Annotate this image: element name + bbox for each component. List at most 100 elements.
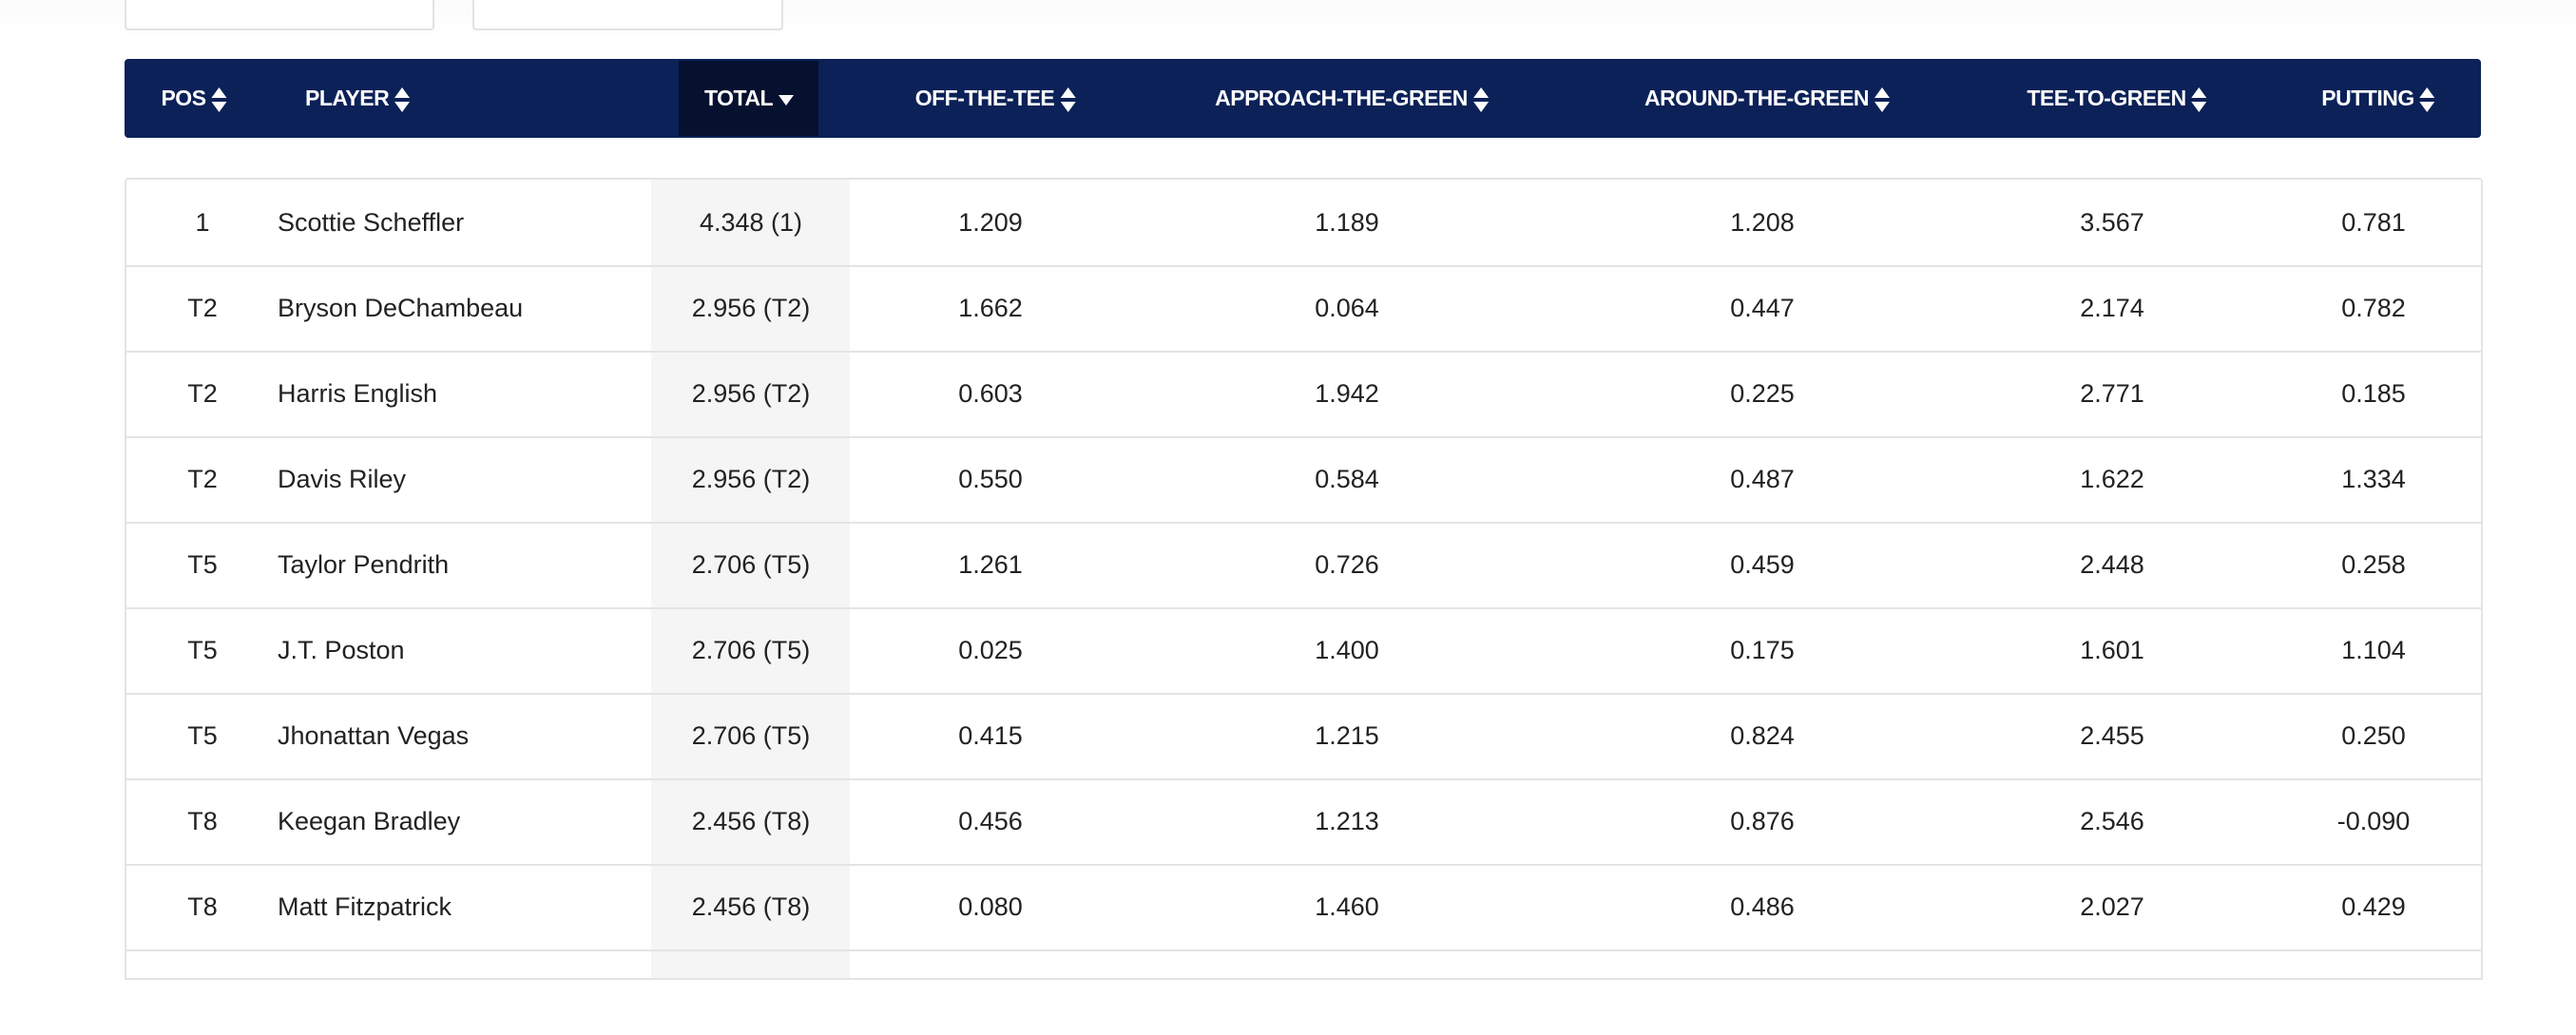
filter-bar bbox=[0, 0, 2576, 38]
putting-cell: 0.258 bbox=[2341, 550, 2406, 579]
approach-cell: 0.584 bbox=[1315, 465, 1379, 493]
header-label: TEE-TO-GREEN bbox=[2027, 86, 2186, 110]
putting-cell: 1.104 bbox=[2341, 636, 2406, 664]
approach-cell: 1.942 bbox=[1315, 379, 1379, 408]
table-row-partial bbox=[126, 949, 2481, 1035]
position-cell: T2 bbox=[187, 465, 218, 493]
position-cell: T8 bbox=[187, 892, 218, 921]
around-green-cell: 0.175 bbox=[1730, 636, 1795, 664]
player-name-cell[interactable]: Davis Riley bbox=[278, 465, 407, 493]
table-row[interactable]: T5 Taylor Pendrith 2.706 (T5) 1.261 0.726 0.4… bbox=[126, 522, 2481, 609]
approach-cell: 0.726 bbox=[1315, 550, 1379, 579]
around-green-cell: 0.447 bbox=[1730, 294, 1795, 322]
table-row[interactable]: T8 Matt Fitzpatrick 2.456 (T8) 0.080 1.460 0.… bbox=[126, 864, 2481, 951]
table-row[interactable]: 1 Scottie Scheffler 4.348 (1) 1.209 1.189 1.2… bbox=[126, 180, 2481, 267]
total-cell: 2.706 (T5) bbox=[691, 721, 811, 750]
player-name-cell[interactable]: Bryson DeChambeau bbox=[278, 294, 524, 322]
header-label: PUTTING bbox=[2321, 86, 2414, 110]
off-the-tee-cell: 0.456 bbox=[958, 807, 1023, 835]
sort-descending-icon bbox=[779, 94, 795, 105]
tee-to-green-cell: 2.448 bbox=[2080, 550, 2144, 579]
header-label: AROUND-THE-GREEN bbox=[1644, 86, 1870, 110]
table-row[interactable]: T2 Davis Riley 2.956 (T2) 0.550 0.584 0.487 1.… bbox=[126, 436, 2481, 524]
putting-cell: 0.185 bbox=[2341, 379, 2406, 408]
around-green-cell: 0.459 bbox=[1730, 550, 1795, 579]
sort-both-icon bbox=[1472, 86, 1489, 112]
sort-both-icon bbox=[2419, 86, 2435, 112]
sort-header-around-the-green[interactable]: AROUND-THE-GREEN bbox=[1644, 59, 1891, 138]
approach-cell: 1.213 bbox=[1315, 807, 1379, 835]
position-cell: T5 bbox=[187, 721, 218, 750]
sort-header-tee-to-green[interactable]: TEE-TO-GREEN bbox=[2027, 59, 2207, 138]
off-the-tee-cell: 1.261 bbox=[958, 550, 1023, 579]
sort-header-total[interactable]: TOTAL bbox=[703, 59, 795, 138]
table-header: POS PLAYER TOTAL OFF-THE-TEE APPROACH-THE-GR… bbox=[125, 59, 2481, 138]
table-row[interactable]: T8 Keegan Bradley 2.456 (T8) 0.456 1.213 0.87… bbox=[126, 778, 2481, 866]
player-name-cell[interactable]: Scottie Scheffler bbox=[278, 208, 465, 237]
around-green-cell: 0.486 bbox=[1730, 892, 1795, 921]
table-row[interactable]: T2 Harris English 2.956 (T2) 0.603 1.942 0.22… bbox=[126, 351, 2481, 438]
tee-to-green-cell: 1.601 bbox=[2080, 636, 2144, 664]
position-cell: T2 bbox=[187, 379, 218, 408]
approach-cell: 1.400 bbox=[1315, 636, 1379, 664]
total-cell: 2.706 (T5) bbox=[691, 636, 811, 664]
sort-header-approach-the-green[interactable]: APPROACH-THE-GREEN bbox=[1215, 59, 1489, 138]
total-cell: 2.456 (T8) bbox=[691, 892, 811, 921]
putting-cell: 0.781 bbox=[2341, 208, 2406, 237]
total-cell: 2.956 (T2) bbox=[691, 379, 811, 408]
header-label: OFF-THE-TEE bbox=[914, 86, 1055, 110]
tee-to-green-cell: 2.174 bbox=[2080, 294, 2144, 322]
sort-header-off-the-tee[interactable]: OFF-THE-TEE bbox=[915, 59, 1076, 138]
position-cell: T8 bbox=[187, 807, 218, 835]
off-the-tee-cell: 0.415 bbox=[958, 721, 1023, 750]
player-name-cell[interactable]: J.T. Poston bbox=[278, 636, 405, 664]
stats-table: 1 Scottie Scheffler 4.348 (1) 1.209 1.189 1.2… bbox=[125, 178, 2483, 980]
sort-header-putting[interactable]: PUTTING bbox=[2321, 59, 2435, 138]
off-the-tee-cell: 1.662 bbox=[958, 294, 1023, 322]
table-row[interactable]: T5 J.T. Poston 2.706 (T5) 0.025 1.400 0.175 1.… bbox=[126, 607, 2481, 695]
tee-to-green-cell: 2.455 bbox=[2080, 721, 2144, 750]
filter-dropdown-2[interactable] bbox=[472, 0, 783, 30]
tee-to-green-cell: 1.622 bbox=[2080, 465, 2144, 493]
sort-both-icon bbox=[394, 86, 411, 112]
sorted-column-background bbox=[651, 180, 850, 978]
approach-cell: 1.189 bbox=[1315, 208, 1379, 237]
header-label: TOTAL bbox=[703, 86, 774, 110]
around-green-cell: 0.225 bbox=[1730, 379, 1795, 408]
player-name-cell[interactable]: Harris English bbox=[278, 379, 438, 408]
tee-to-green-cell: 2.771 bbox=[2080, 379, 2144, 408]
off-the-tee-cell: 0.603 bbox=[958, 379, 1023, 408]
putting-cell: 1.334 bbox=[2341, 465, 2406, 493]
total-cell: 2.456 (T8) bbox=[691, 807, 811, 835]
sort-both-icon bbox=[1874, 86, 1891, 112]
sort-both-icon bbox=[211, 86, 227, 112]
off-the-tee-cell: 0.550 bbox=[958, 465, 1023, 493]
player-name-cell[interactable]: Jhonattan Vegas bbox=[278, 721, 470, 750]
off-the-tee-cell: 1.209 bbox=[958, 208, 1023, 237]
total-cell: 2.956 (T2) bbox=[691, 294, 811, 322]
putting-cell: 0.782 bbox=[2341, 294, 2406, 322]
sort-header-pos[interactable]: POS bbox=[161, 59, 227, 138]
player-name-cell[interactable]: Taylor Pendrith bbox=[278, 550, 450, 579]
sort-both-icon bbox=[2191, 86, 2207, 112]
tee-to-green-cell: 2.027 bbox=[2080, 892, 2144, 921]
tee-to-green-cell: 3.567 bbox=[2080, 208, 2144, 237]
header-label: POS bbox=[161, 86, 206, 110]
position-cell: T5 bbox=[187, 636, 218, 664]
sort-both-icon bbox=[1060, 86, 1076, 112]
player-name-cell[interactable]: Keegan Bradley bbox=[278, 807, 461, 835]
table-row[interactable]: T2 Bryson DeChambeau 2.956 (T2) 1.662 0.064 0… bbox=[126, 265, 2481, 353]
off-the-tee-cell: 0.025 bbox=[958, 636, 1023, 664]
sorted-column-highlight bbox=[679, 61, 818, 136]
table-row[interactable]: T5 Jhonattan Vegas 2.706 (T5) 0.415 1.215 0.8… bbox=[126, 693, 2481, 780]
total-cell: 2.956 (T2) bbox=[691, 465, 811, 493]
off-the-tee-cell: 0.080 bbox=[958, 892, 1023, 921]
around-green-cell: 1.208 bbox=[1730, 208, 1795, 237]
around-green-cell: 0.824 bbox=[1730, 721, 1795, 750]
player-name-cell[interactable]: Matt Fitzpatrick bbox=[278, 892, 452, 921]
total-cell: 2.706 (T5) bbox=[691, 550, 811, 579]
header-label: PLAYER bbox=[305, 86, 390, 110]
putting-cell: 0.250 bbox=[2341, 721, 2406, 750]
sort-header-player[interactable]: PLAYER bbox=[305, 59, 411, 138]
filter-dropdown-1[interactable] bbox=[125, 0, 434, 30]
